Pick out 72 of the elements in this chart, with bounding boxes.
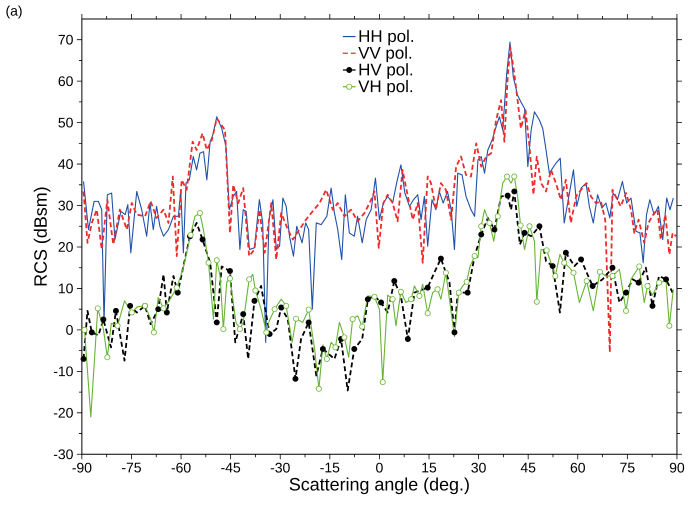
point bbox=[649, 302, 656, 309]
text: (a) bbox=[6, 5, 22, 18]
legend-label: VV pol. bbox=[358, 46, 412, 62]
y-tick-label: -10 bbox=[54, 366, 73, 376]
x-tick-label: -30 bbox=[270, 462, 290, 473]
y-tick-label: 20 bbox=[58, 242, 73, 252]
x-tick-label: 15 bbox=[422, 462, 436, 472]
x-tick-label: 30 bbox=[471, 462, 486, 473]
point bbox=[320, 346, 326, 352]
point bbox=[623, 290, 630, 296]
y-axis-title: RCS (dBsm) bbox=[34, 187, 50, 286]
point bbox=[155, 306, 162, 312]
point bbox=[251, 298, 258, 304]
point bbox=[464, 290, 471, 296]
point bbox=[174, 290, 181, 296]
point bbox=[590, 282, 596, 289]
x-tick-label: -60 bbox=[172, 462, 191, 473]
point bbox=[424, 284, 431, 291]
point bbox=[200, 236, 206, 242]
x-tick-label: -45 bbox=[221, 462, 240, 472]
point bbox=[511, 188, 518, 194]
point bbox=[112, 308, 119, 314]
point bbox=[278, 304, 284, 310]
x-tick-label: -15 bbox=[320, 462, 340, 472]
point bbox=[536, 223, 542, 230]
point bbox=[404, 336, 411, 342]
point bbox=[214, 319, 220, 326]
point bbox=[240, 311, 246, 318]
point bbox=[391, 278, 398, 284]
legend-label: HV pol. bbox=[360, 63, 412, 79]
x-tick-label: 45 bbox=[520, 462, 536, 472]
x-tick-label: -90 bbox=[72, 462, 92, 473]
point bbox=[88, 329, 95, 336]
point bbox=[351, 346, 358, 352]
point bbox=[550, 262, 556, 269]
x-tick-label: -75 bbox=[122, 462, 141, 472]
y-tick-label: 0 bbox=[66, 324, 73, 335]
point bbox=[164, 309, 170, 316]
point bbox=[100, 316, 106, 322]
y-tick-label: 60 bbox=[58, 76, 73, 86]
point bbox=[451, 329, 458, 336]
point bbox=[80, 356, 87, 362]
point bbox=[663, 276, 670, 282]
point bbox=[378, 299, 384, 306]
legend-label: HH pol. bbox=[360, 30, 413, 46]
x-tick-label: 60 bbox=[570, 462, 585, 473]
x-tick-label: 0 bbox=[376, 462, 383, 473]
y-tick-label: 30 bbox=[58, 200, 73, 210]
point bbox=[292, 376, 298, 382]
x-axis-title: Scattering angle (deg.) bbox=[290, 477, 469, 494]
y-tick-label: 40 bbox=[58, 159, 73, 169]
x-tick-label: 90 bbox=[670, 462, 684, 473]
point bbox=[226, 268, 233, 274]
point bbox=[438, 256, 444, 262]
point bbox=[578, 256, 584, 262]
point bbox=[504, 192, 511, 198]
x-tick-label: 75 bbox=[620, 462, 635, 472]
point bbox=[364, 296, 371, 302]
y-tick-label: 10 bbox=[58, 283, 73, 294]
point bbox=[636, 280, 642, 286]
y-tick-label: 70 bbox=[58, 34, 73, 45]
point bbox=[127, 302, 134, 309]
point bbox=[522, 230, 528, 236]
point bbox=[562, 250, 569, 256]
y-tick-label: 50 bbox=[58, 118, 73, 128]
point bbox=[609, 264, 616, 271]
y-tick-label: -30 bbox=[54, 449, 73, 460]
point bbox=[491, 226, 498, 232]
legend-label: VH pol. bbox=[358, 80, 412, 96]
point bbox=[306, 319, 312, 326]
y-tick-label: -20 bbox=[54, 408, 73, 418]
point bbox=[478, 231, 484, 238]
